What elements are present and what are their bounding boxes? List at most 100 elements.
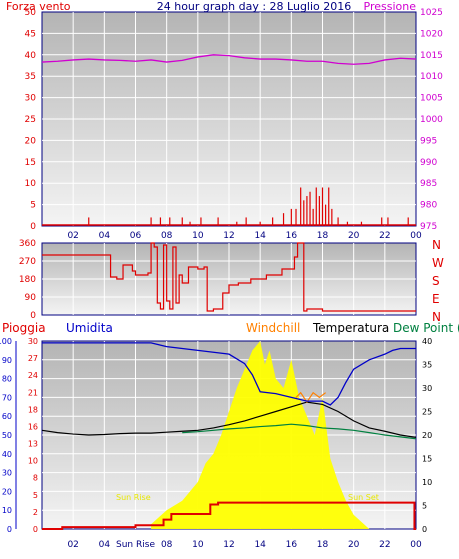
legend-rain: Pioggia [2,321,46,335]
wind-speed-label: Forza vento [6,0,71,13]
panel2-grid [42,243,416,315]
wind-speed-tick: 50 [25,8,37,18]
x-tick-label: 22 [379,231,390,241]
x-tick-label: 04 [99,231,111,241]
pressure-tick: 1025 [420,8,443,18]
x-tick-label: 08 [161,540,173,550]
panel1-grid [42,12,416,226]
humidity-tick: 70 [2,393,12,402]
windchill-line [295,391,326,404]
rain-tick: 30 [28,337,38,346]
wind-speed-tick: 40 [25,51,37,61]
rain-tick: 13 [28,440,38,449]
x-tick-label: 18 [317,231,329,241]
x-tick-label: 16 [286,231,298,241]
temperature-tick: 0 [422,525,427,534]
humidity-tick: 0 [7,525,12,534]
rain-tick: 18 [28,405,38,414]
rain-tick: 0 [33,525,38,534]
wind-speed-tick: 5 [30,201,36,211]
x-tick-label: 12 [223,231,234,241]
pressure-tick: 995 [420,136,437,146]
rain-tick: 8 [33,474,38,483]
humidity-tick: 10 [2,506,12,515]
pressure-line [41,54,417,65]
x-tick-label: 16 [286,540,298,550]
x-tick-label: 22 [379,540,390,550]
humidity-tick: 40 [2,450,12,459]
rain-tick: 16 [28,422,38,431]
x-tick-label: 14 [254,231,266,241]
humidity-line [42,342,416,406]
wind-speed-tick: 25 [25,115,36,125]
sun-area [151,341,370,529]
rain-tick: 27 [28,354,38,363]
temperature-tick: 25 [422,408,432,417]
direction-tick: 90 [25,293,37,303]
pressure-tick: 975 [420,222,437,232]
humidity-tick: 60 [2,412,12,421]
x-tick-label: 08 [161,231,173,241]
wind-speed-tick: 0 [30,222,36,232]
rain-tick: 10 [28,457,38,466]
pressure-tick: 1005 [420,94,443,104]
panel3-grid [42,341,416,529]
wind-speed-tick: 30 [25,94,37,104]
humidity-tick: 50 [2,431,12,440]
compass-label: N [432,310,441,324]
pressure-tick: 1000 [420,115,443,125]
direction-tick: 270 [19,257,36,267]
x-tick-label: 02 [67,540,78,550]
rain-tick: 5 [33,491,38,500]
x-tick-label: 04 [99,540,111,550]
x-tick-label: 20 [348,231,360,241]
pressure-label: Pressione [364,0,417,13]
x-tick-label: 02 [67,231,78,241]
humidity-tick: 100 [0,337,12,346]
pressure-tick: 1020 [420,29,443,39]
sun-set-annotation: Sun Set [348,493,379,502]
temperature-tick: 40 [422,337,432,346]
pressure-tick: 1015 [420,51,443,61]
wind-speed-tick: 10 [25,179,37,189]
dewpoint-line [182,423,417,440]
x-tick-label: 10 [192,231,204,241]
rain-line [42,501,416,530]
x-tick-label: 20 [348,540,360,550]
x-tick-label: Sun Rise [116,540,155,550]
compass-label: W [432,256,444,270]
rain-tick: 21 [28,388,38,397]
rain-tick: 24 [28,371,38,380]
sun-rise-annotation: Sun Rise [116,493,151,502]
legend-humidity: Umidita [66,321,113,335]
graph-title: 24 hour graph day : 28 Luglio 2016 [157,0,352,13]
wind-speed-tick: 35 [25,72,36,82]
legend-dewpoint: Dew Point (°C [393,321,459,335]
humidity-tick: 30 [2,469,12,478]
compass-label: N [432,238,441,252]
x-tick-label: 10 [192,540,204,550]
temperature-tick: 20 [422,431,432,440]
x-tick-label: 12 [223,540,234,550]
x-tick-label: 06 [130,231,142,241]
wind-speed-tick: 15 [25,158,36,168]
pressure-tick: 1010 [420,72,443,82]
wind-direction-line [42,242,416,312]
humidity-tick: 90 [2,356,12,365]
rain-tick: 2 [33,508,38,517]
direction-tick: 360 [19,239,36,249]
x-tick-label: 00 [410,540,422,550]
compass-label: E [432,292,440,306]
direction-tick: 180 [19,275,36,285]
temperature-tick: 10 [422,478,432,487]
compass-label: S [432,274,440,288]
legend-temperature: Temperatura [312,321,389,335]
wind-speed-tick: 20 [25,136,37,146]
axis-labels: 5045403530252015105010251020101510101005… [0,8,444,550]
data-marks [41,54,417,530]
pressure-tick: 985 [420,179,437,189]
x-tick-label: 00 [410,231,422,241]
temperature-tick: 30 [422,384,432,393]
